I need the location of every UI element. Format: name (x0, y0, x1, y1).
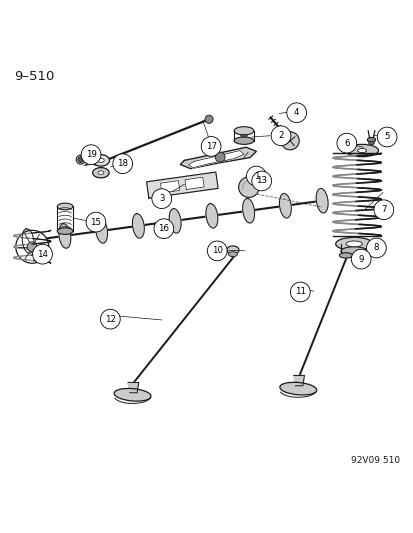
Polygon shape (95, 219, 107, 243)
Text: 8: 8 (373, 244, 378, 253)
Ellipse shape (57, 203, 73, 210)
Polygon shape (59, 224, 71, 248)
Circle shape (290, 282, 309, 302)
Ellipse shape (357, 149, 366, 152)
Circle shape (246, 166, 266, 186)
Circle shape (351, 249, 370, 269)
Circle shape (271, 126, 290, 146)
Text: 5: 5 (383, 133, 389, 141)
Ellipse shape (88, 157, 93, 163)
Circle shape (376, 127, 396, 147)
Text: 1: 1 (253, 172, 259, 181)
Circle shape (251, 171, 271, 191)
Ellipse shape (98, 171, 104, 175)
Circle shape (81, 145, 101, 165)
Ellipse shape (78, 154, 93, 165)
Ellipse shape (368, 141, 373, 145)
Ellipse shape (339, 253, 352, 258)
Circle shape (204, 115, 213, 124)
Ellipse shape (76, 155, 85, 164)
Circle shape (280, 132, 299, 150)
Polygon shape (180, 147, 256, 168)
Ellipse shape (366, 138, 375, 142)
Circle shape (207, 241, 227, 261)
Text: 12: 12 (104, 314, 116, 324)
Ellipse shape (240, 134, 247, 137)
Circle shape (100, 309, 120, 329)
Text: 9: 9 (358, 255, 363, 264)
Polygon shape (316, 189, 327, 213)
Ellipse shape (340, 247, 367, 256)
Text: 15: 15 (90, 217, 101, 227)
Ellipse shape (234, 137, 253, 144)
Ellipse shape (234, 127, 253, 135)
Circle shape (154, 219, 173, 239)
Ellipse shape (228, 252, 237, 256)
Circle shape (215, 152, 225, 162)
Text: 17: 17 (205, 142, 216, 151)
Text: 19: 19 (85, 150, 96, 159)
Polygon shape (169, 208, 180, 233)
Polygon shape (185, 177, 204, 190)
Text: 7: 7 (380, 205, 386, 214)
Polygon shape (188, 150, 243, 168)
Text: 9–510: 9–510 (14, 70, 54, 83)
Ellipse shape (345, 241, 361, 247)
Circle shape (27, 242, 37, 252)
Circle shape (238, 177, 259, 197)
Text: 13: 13 (256, 176, 266, 185)
Text: 11: 11 (294, 287, 305, 296)
Circle shape (366, 238, 385, 258)
Circle shape (201, 136, 221, 156)
Text: 2: 2 (278, 131, 283, 140)
Polygon shape (279, 193, 291, 218)
Text: 14: 14 (37, 249, 48, 259)
Ellipse shape (279, 382, 316, 395)
Polygon shape (242, 199, 254, 223)
Circle shape (373, 200, 393, 220)
Ellipse shape (86, 155, 95, 164)
Text: 16: 16 (158, 224, 169, 233)
Text: 18: 18 (117, 159, 128, 168)
Circle shape (336, 133, 356, 153)
Ellipse shape (57, 228, 73, 235)
Polygon shape (293, 375, 304, 386)
Polygon shape (146, 172, 218, 198)
Polygon shape (132, 214, 144, 238)
Text: 92V09 510: 92V09 510 (350, 456, 399, 465)
Circle shape (113, 154, 132, 174)
Circle shape (33, 244, 52, 264)
Polygon shape (76, 155, 95, 164)
Ellipse shape (97, 158, 104, 163)
Ellipse shape (92, 155, 109, 166)
Text: 10: 10 (211, 246, 222, 255)
Ellipse shape (345, 144, 377, 157)
Ellipse shape (335, 237, 372, 251)
Ellipse shape (114, 389, 151, 401)
Circle shape (152, 189, 171, 208)
Ellipse shape (93, 167, 109, 178)
Polygon shape (128, 383, 138, 393)
Text: 6: 6 (343, 139, 349, 148)
Text: 4: 4 (293, 108, 299, 117)
Polygon shape (22, 229, 34, 253)
Circle shape (286, 103, 306, 123)
Circle shape (16, 230, 49, 263)
Polygon shape (160, 181, 179, 193)
Polygon shape (205, 204, 217, 228)
Ellipse shape (226, 246, 238, 254)
Ellipse shape (78, 157, 83, 163)
Text: 3: 3 (159, 194, 164, 203)
Circle shape (86, 212, 106, 232)
